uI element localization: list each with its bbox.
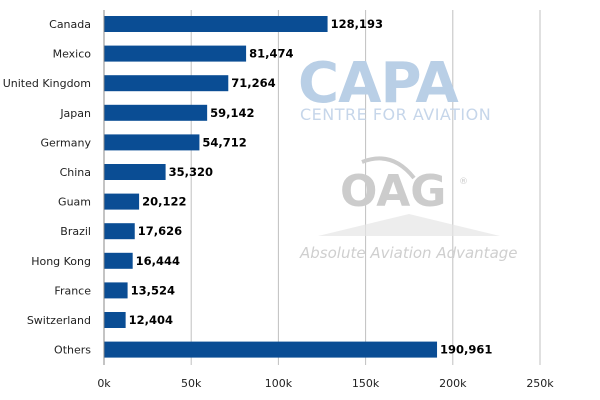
x-tick-label: 200k bbox=[439, 377, 467, 390]
bar bbox=[104, 312, 126, 328]
oag-reflection-shape bbox=[318, 214, 500, 236]
bar bbox=[104, 134, 200, 151]
category-label: Mexico bbox=[53, 48, 92, 61]
x-tick-label: 50k bbox=[181, 377, 202, 390]
bar bbox=[104, 164, 166, 180]
bar bbox=[104, 45, 247, 62]
capa-watermark: CAPA bbox=[298, 51, 459, 116]
data-labels: 128,193 81,474 71,264 59,142 54,712 35,320 20,… bbox=[129, 17, 493, 357]
oag-watermark-subtitle: Absolute Aviation Advantage bbox=[299, 244, 518, 262]
category-label: China bbox=[60, 166, 91, 179]
data-label: 71,264 bbox=[231, 76, 275, 90]
data-label: 59,142 bbox=[210, 106, 254, 120]
bar bbox=[104, 341, 438, 358]
capa-watermark-subtitle: CENTRE FOR AVIATION bbox=[300, 105, 491, 124]
category-label: Guam bbox=[58, 196, 91, 209]
category-label: Others bbox=[54, 344, 91, 357]
x-axis-ticks: 0k 50k 100k 150k 200k 250k bbox=[97, 377, 554, 390]
bars bbox=[104, 16, 438, 358]
x-tick-label: 0k bbox=[97, 377, 111, 390]
category-labels: Canada Mexico United Kingdom Japan Germany Ch… bbox=[3, 18, 92, 357]
category-label: Germany bbox=[40, 136, 91, 149]
category-label: Hong Kong bbox=[31, 255, 91, 268]
bar bbox=[104, 104, 208, 121]
bar bbox=[104, 193, 140, 210]
category-label: France bbox=[54, 284, 91, 297]
gridlines bbox=[190, 10, 541, 365]
x-tick-label: 100k bbox=[265, 377, 293, 390]
data-label: 81,474 bbox=[249, 47, 293, 61]
data-label: 190,961 bbox=[440, 343, 492, 357]
data-label: 54,712 bbox=[202, 135, 246, 149]
category-label: United Kingdom bbox=[3, 77, 91, 90]
data-label: 20,122 bbox=[142, 195, 186, 209]
data-label: 35,320 bbox=[169, 165, 213, 179]
category-label: Brazil bbox=[60, 225, 91, 238]
oag-registered-mark: ® bbox=[459, 177, 468, 187]
bar bbox=[104, 16, 328, 32]
data-label: 13,524 bbox=[131, 283, 175, 297]
bar bbox=[104, 223, 135, 240]
watermarks: CAPA CENTRE FOR AVIATION OAG ® Absolute … bbox=[298, 51, 518, 262]
category-label: Japan bbox=[59, 107, 91, 120]
data-label: 12,404 bbox=[129, 313, 173, 327]
bar bbox=[104, 282, 128, 299]
oag-swoosh-icon bbox=[361, 156, 416, 180]
bar bbox=[104, 252, 133, 269]
bar bbox=[104, 75, 229, 92]
data-label: 17,626 bbox=[138, 224, 182, 238]
data-label: 128,193 bbox=[331, 17, 383, 31]
x-tick-label: 250k bbox=[526, 377, 554, 390]
x-tick-label: 150k bbox=[352, 377, 380, 390]
oag-watermark: OAG bbox=[340, 166, 446, 217]
category-label: Switzerland bbox=[27, 314, 91, 327]
category-label: Canada bbox=[49, 18, 91, 31]
data-label: 16,444 bbox=[136, 254, 180, 268]
